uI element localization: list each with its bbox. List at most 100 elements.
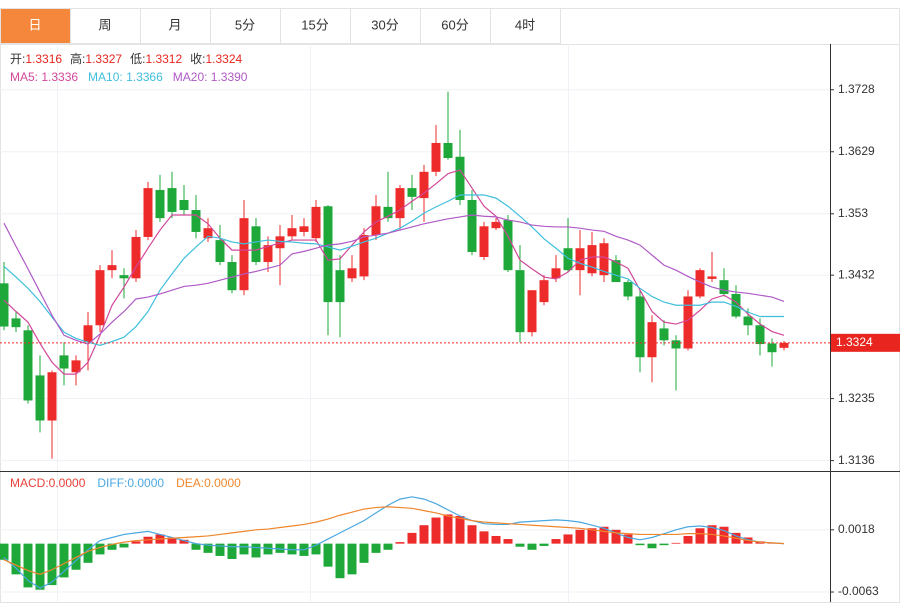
candle-body: [347, 268, 357, 279]
macd-bar: [407, 532, 417, 544]
ma-line: [3, 214, 785, 345]
candle-body: [395, 188, 405, 219]
macd-bar: [263, 543, 273, 555]
macd-bar: [287, 543, 297, 555]
candle-body: [107, 265, 117, 271]
macd-bar: [95, 543, 105, 555]
candle-body: [587, 245, 597, 274]
macd-bar: [251, 543, 261, 558]
info-value: 1.3316: [25, 52, 62, 66]
macd-bar: [695, 528, 705, 544]
candle-body: [383, 206, 393, 219]
macd-bar: [563, 534, 573, 544]
legend-entry: MACD:0.0000: [10, 476, 86, 490]
macd-bar: [659, 543, 669, 546]
candle-body: [407, 188, 417, 197]
tab-label: 周: [98, 17, 111, 32]
candle-body: [599, 243, 609, 276]
candle-body: [299, 226, 309, 232]
info-label: 开:: [10, 52, 25, 66]
candle-body: [131, 236, 141, 279]
candle-body: [575, 248, 585, 271]
macd-bar: [395, 542, 405, 544]
y-tick-label: 1.3235: [838, 391, 875, 405]
macd-bar: [119, 543, 129, 548]
macd-bar: [179, 539, 189, 544]
macd-bar: [599, 526, 609, 544]
candle-body: [335, 270, 345, 303]
y-tick-label: 1.3136: [838, 453, 875, 467]
tab[interactable]: [420, 8, 491, 44]
candle-body: [491, 221, 501, 229]
macd-bar: [515, 543, 525, 547]
macd-bar: [671, 542, 681, 544]
macd-bar: [503, 539, 513, 544]
tab[interactable]: [0, 8, 71, 44]
macd-bar: [47, 543, 57, 586]
candle-body: [659, 328, 669, 341]
candle-body: [731, 293, 741, 317]
candle-body: [635, 296, 645, 358]
candle-body: [191, 210, 201, 232]
macd-bar: [59, 543, 69, 578]
macd-bar: [23, 543, 33, 588]
candle-body: [167, 188, 177, 212]
candle-body: [695, 270, 705, 297]
macd-bar: [719, 526, 729, 544]
tab-label: 30分: [371, 17, 398, 32]
macd-bar: [551, 539, 561, 544]
tab[interactable]: [350, 8, 421, 44]
macd-bar: [11, 543, 21, 575]
info-label: 高:: [70, 51, 85, 66]
y-tick-label: 1.3728: [838, 82, 875, 96]
y-tick-label: 0.0018: [838, 522, 875, 536]
info-value: 1.3324: [205, 52, 242, 66]
ohlc-info: 开:1.3316 高:1.3327 低:1.3312 收:1.3324: [10, 51, 243, 66]
macd-bar: [527, 543, 537, 550]
tab-label: 日: [28, 17, 41, 32]
macd-bar: [539, 543, 549, 546]
candle-body: [707, 276, 717, 279]
candle-body: [0, 283, 9, 327]
tab[interactable]: [210, 8, 281, 44]
candle-body: [35, 375, 45, 421]
macd-bar: [455, 516, 465, 544]
ma-legend: MA5: 1.3336 MA10: 1.3366 MA20: 1.3390: [10, 70, 248, 84]
macd-line: [3, 506, 785, 575]
macd-bar: [335, 543, 345, 579]
macd-bar: [191, 543, 201, 550]
macd-bar: [227, 543, 237, 559]
macd-bar: [491, 535, 501, 544]
candle-body: [227, 262, 237, 291]
y-tick-label: -0.0063: [838, 584, 879, 598]
tab-label: 15分: [301, 17, 328, 32]
candle-body: [203, 228, 213, 239]
macd-bar: [83, 543, 93, 563]
candle-body: [719, 280, 729, 294]
macd-bar: [35, 543, 45, 590]
candle-body: [611, 260, 621, 283]
candle-body: [263, 245, 273, 263]
macd-bar: [575, 529, 585, 544]
tab[interactable]: [280, 8, 351, 44]
candle-body: [443, 142, 453, 159]
tab[interactable]: [490, 8, 561, 44]
ma-line: [3, 169, 785, 375]
candle-body: [11, 318, 21, 328]
macd-bar: [311, 543, 321, 555]
candle-body: [155, 189, 165, 219]
candle-body: [287, 228, 297, 237]
macd-bar: [323, 543, 333, 567]
macd-bar: [647, 543, 657, 549]
y-tick-label: 1.3629: [838, 144, 875, 158]
candle-body: [179, 199, 189, 211]
candle-body: [467, 199, 477, 252]
tab-label: 60分: [441, 17, 468, 32]
last-price-box: [831, 333, 900, 352]
last-price-label: 1.3324: [836, 335, 873, 349]
macd-bar: [239, 543, 249, 555]
macd-bar: [131, 541, 141, 544]
candle-body: [479, 226, 489, 257]
info-label: 收:: [190, 52, 205, 66]
